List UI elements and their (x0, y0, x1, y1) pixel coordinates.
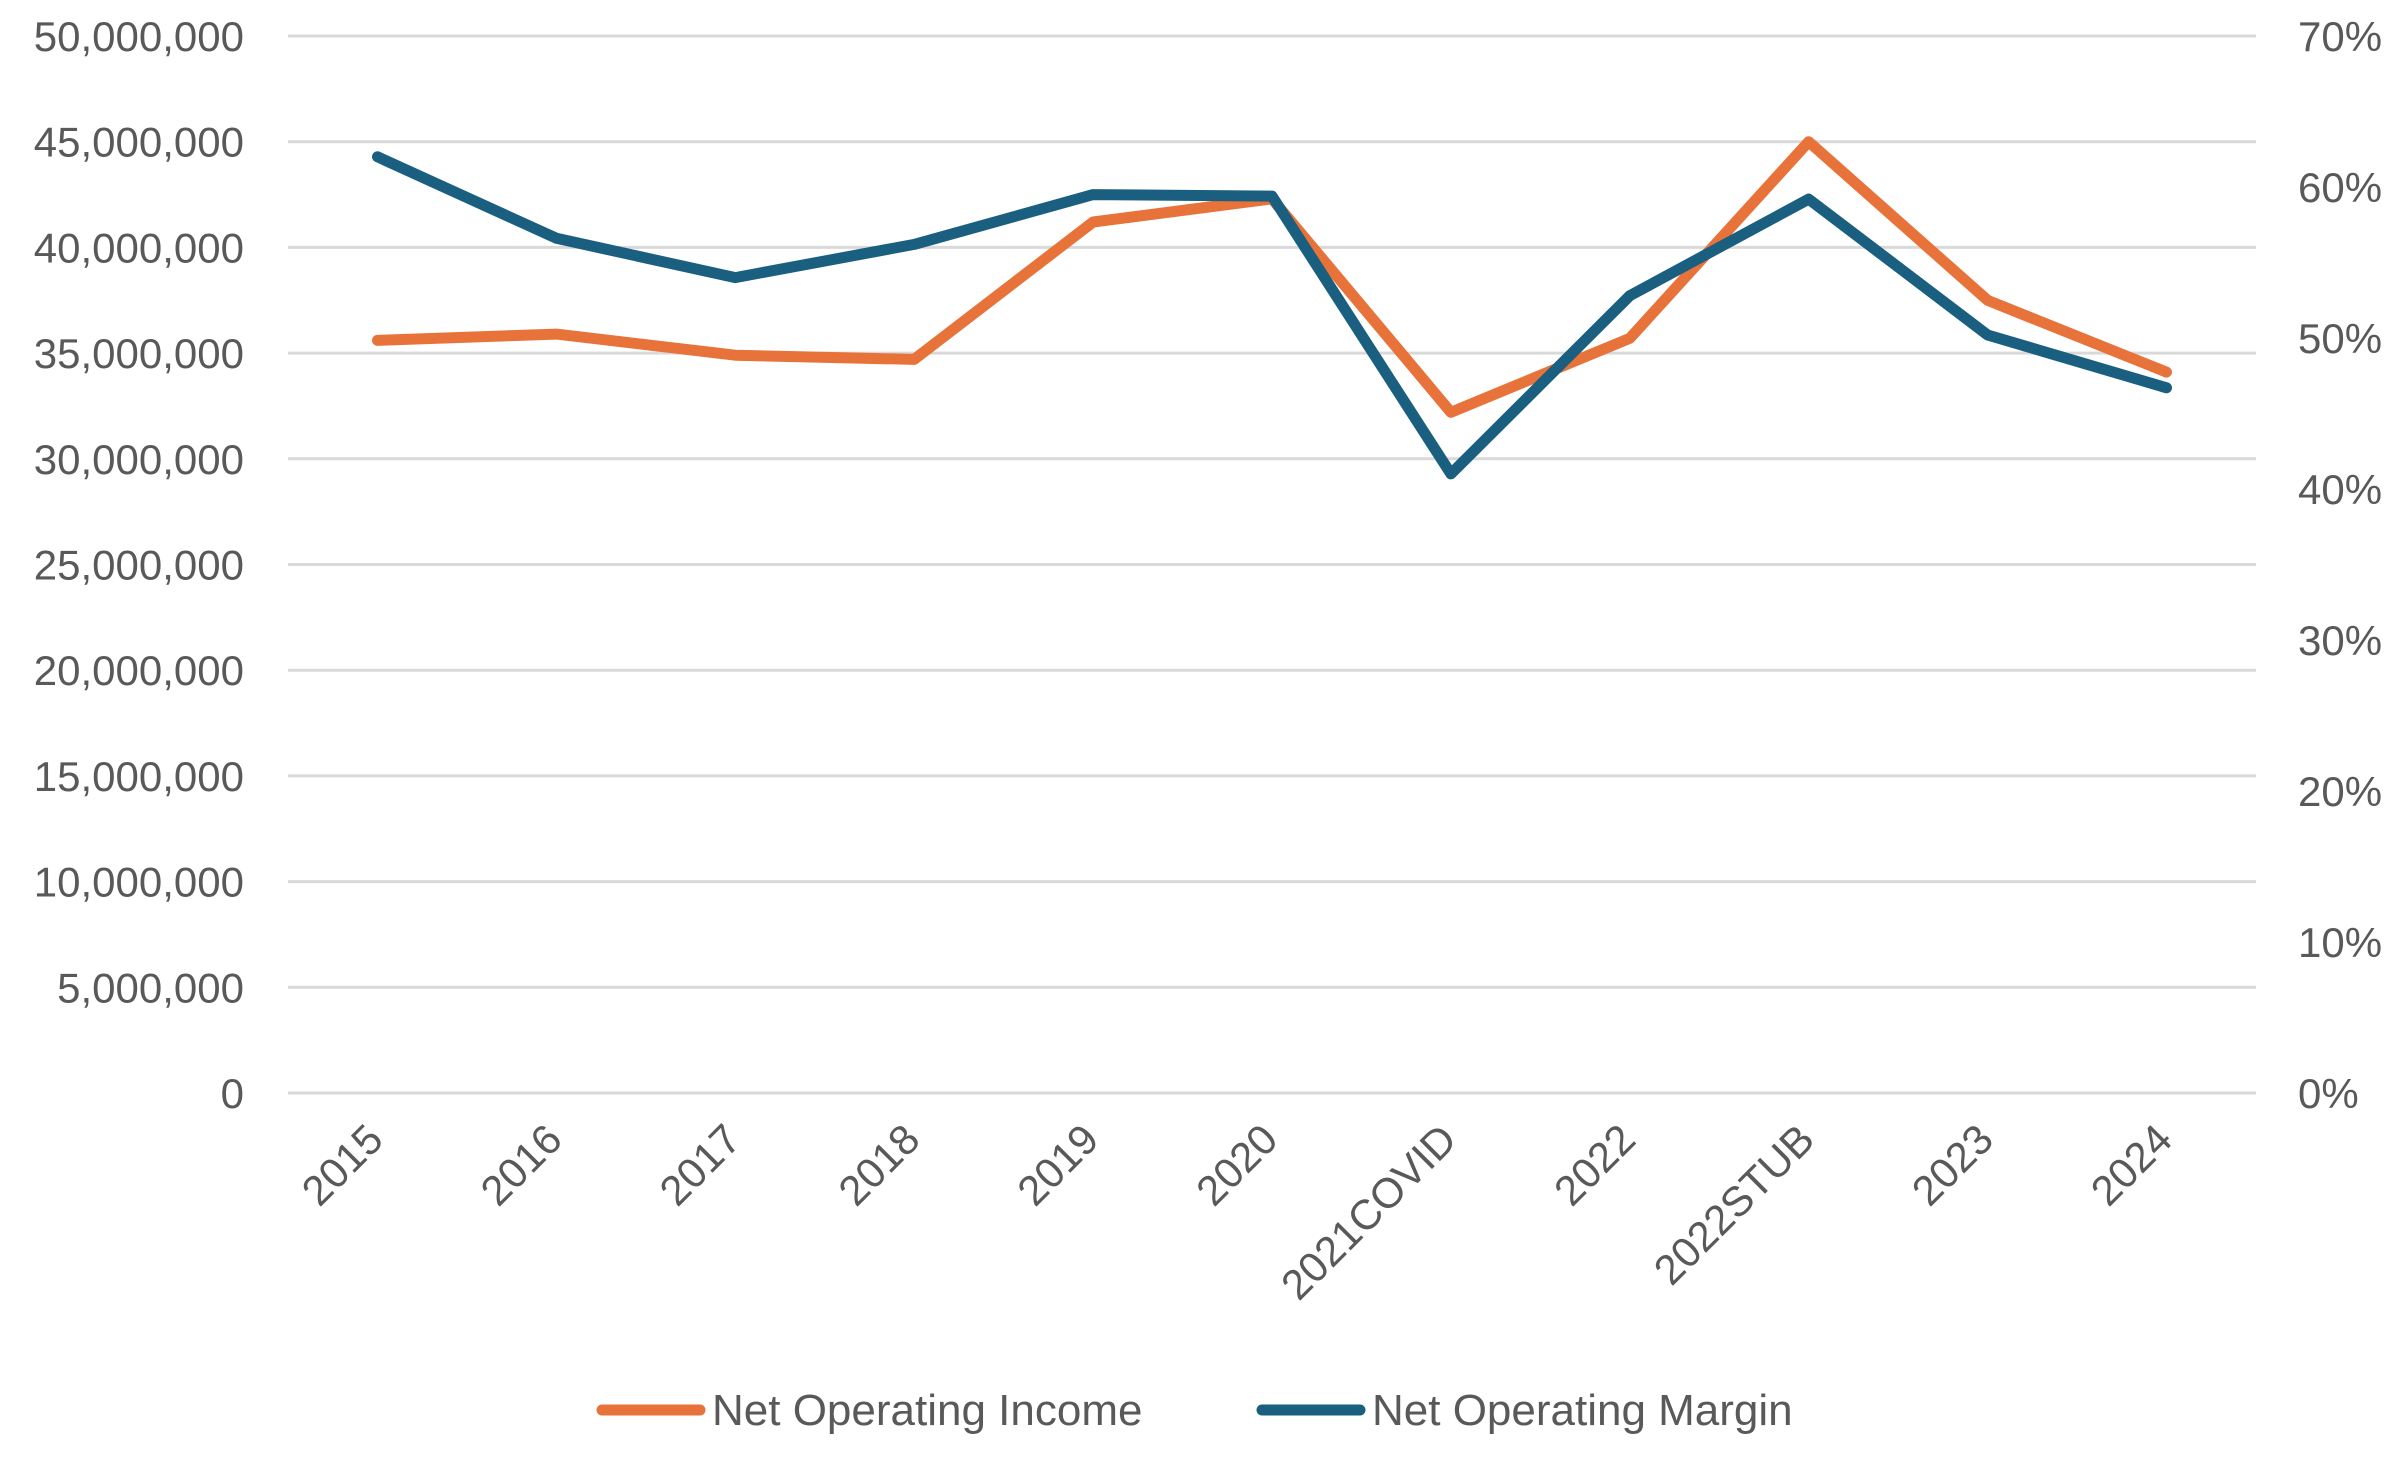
x-tick-label: 2021COVID (1272, 1115, 1465, 1308)
right-tick-label: 0% (2298, 1070, 2359, 1117)
left-tick-label: 45,000,000 (34, 119, 244, 166)
legend-item: Net Operating Margin (1256, 1386, 1793, 1435)
x-tick-label: 2018 (829, 1115, 928, 1214)
series-lines (372, 136, 2172, 480)
data-point (913, 358, 915, 360)
data-point (376, 156, 378, 158)
x-tick-label: 2016 (471, 1115, 570, 1214)
data-point (555, 237, 557, 239)
left-tick-label: 10,000,000 (34, 859, 244, 906)
legend-label: Net Operating Margin (1372, 1386, 1793, 1435)
legend-label: Net Operating Income (712, 1386, 1142, 1435)
left-tick-label: 35,000,000 (34, 330, 244, 377)
x-tick-label: 2023 (1903, 1115, 2002, 1214)
gridlines (288, 34, 2256, 1095)
left-tick-label: 0 (221, 1070, 244, 1117)
left-tick-label: 40,000,000 (34, 224, 244, 271)
data-point (1808, 141, 1810, 143)
legend-item: Net Operating Income (596, 1386, 1142, 1435)
data-point (2166, 387, 2168, 389)
right-tick-label: 40% (2298, 466, 2382, 513)
data-point (1808, 198, 1810, 200)
series-line-net-operating-margin (372, 151, 2172, 480)
right-tick-label: 30% (2298, 617, 2382, 664)
right-axis: 0% 10% 20% 30% 40% 50% 60% 70% (2298, 13, 2382, 1117)
x-tick-label: 2017 (650, 1115, 749, 1214)
data-point (1450, 411, 1452, 413)
data-point (2166, 371, 2168, 373)
data-point (1987, 299, 1989, 301)
data-point (555, 333, 557, 335)
data-point (1092, 221, 1094, 223)
x-tick-label: 2022 (1545, 1115, 1644, 1214)
data-point (734, 277, 736, 279)
left-tick-label: 15,000,000 (34, 753, 244, 800)
right-tick-label: 60% (2298, 164, 2382, 211)
right-tick-label: 20% (2298, 768, 2382, 815)
right-tick-label: 70% (2298, 13, 2382, 60)
series-line-net-operating-income (372, 136, 2172, 418)
left-tick-label: 50,000,000 (34, 13, 244, 60)
left-tick-label: 20,000,000 (34, 647, 244, 694)
x-tick-label: 2019 (1008, 1115, 1107, 1214)
left-tick-label: 25,000,000 (34, 542, 244, 589)
left-tick-label: 30,000,000 (34, 436, 244, 483)
data-point (1450, 473, 1452, 475)
data-point (1629, 337, 1631, 339)
data-point (1629, 295, 1631, 297)
x-tick-label: 2024 (2082, 1115, 2181, 1214)
data-point (1271, 195, 1273, 197)
data-point (734, 354, 736, 356)
x-tick-label: 2020 (1187, 1115, 1286, 1214)
left-tick-label: 5,000,000 (57, 964, 244, 1011)
data-point (1987, 334, 1989, 336)
data-point (913, 243, 915, 245)
data-point (376, 339, 378, 341)
right-tick-label: 10% (2298, 919, 2382, 966)
x-tick-label: 2015 (293, 1115, 392, 1214)
left-axis: 0 5,000,000 10,000,000 15,000,000 20,000,000… (34, 13, 244, 1117)
x-tick-label: 2022STUB (1645, 1115, 1824, 1294)
right-tick-label: 50% (2298, 315, 2382, 362)
legend: Net Operating Income Net Operating Margin (596, 1386, 1793, 1435)
data-point (1092, 194, 1094, 196)
